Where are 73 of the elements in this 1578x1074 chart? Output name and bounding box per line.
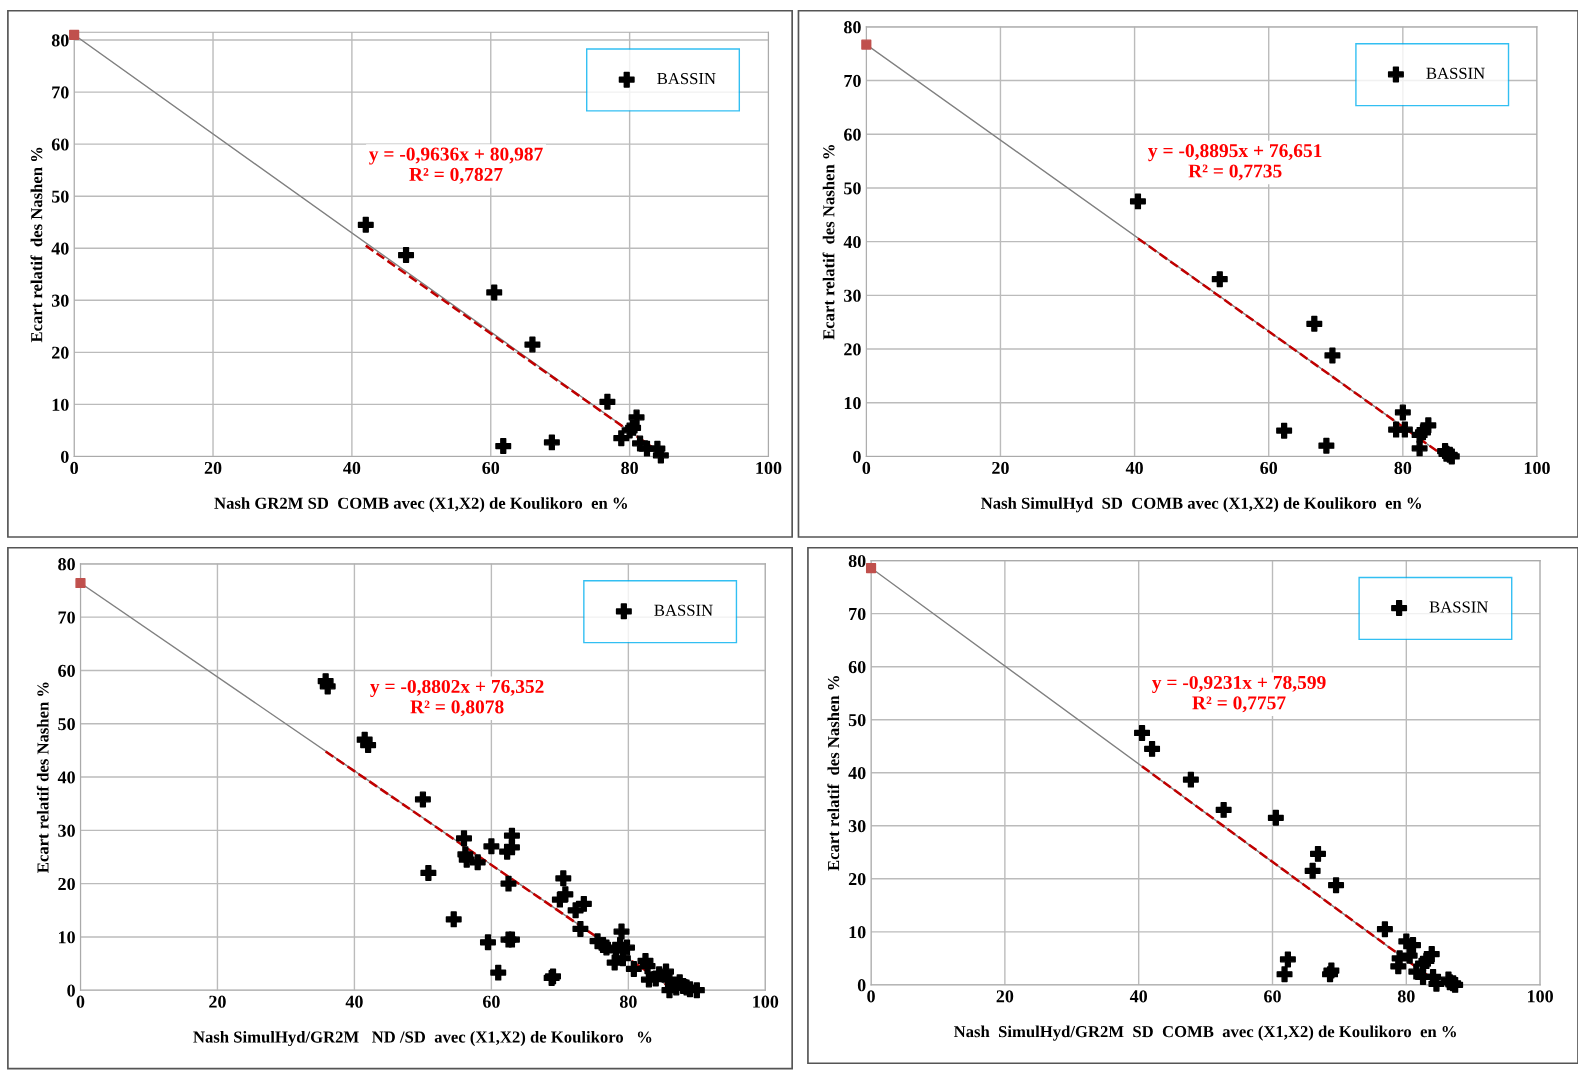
- x-tick-label: 60: [1264, 990, 1281, 1003]
- x-tick-label: 60: [1260, 461, 1278, 475]
- y-tick-label: 80: [51, 34, 69, 47]
- x-axis-title: Nash SimulHyd/GR2M SD COMB avec (X1,X2) de Koulikoro en %: [953, 1025, 1456, 1041]
- y-tick-label: 60: [58, 664, 75, 677]
- y-tick-label: 0: [60, 450, 69, 463]
- y-tick-label: 70: [849, 607, 866, 621]
- x-tick-label: 0: [76, 995, 85, 1008]
- x-tick-label: 60: [482, 995, 500, 1008]
- y-tick-label: 70: [58, 611, 75, 624]
- y-tick-label: 10: [59, 931, 75, 944]
- x-tick-label: 100: [1524, 461, 1550, 475]
- x-axis-title: Nash GR2M SD COMB avec (X1,X2) de Koulikoro en %: [214, 497, 628, 513]
- y-tick-label: 10: [844, 397, 861, 410]
- y-tick-label: 10: [849, 926, 866, 939]
- y-tick-label: 50: [51, 190, 69, 203]
- legend-label: BASSIN: [654, 604, 713, 616]
- y-tick-label: 40: [51, 242, 69, 255]
- x-tick-label: 80: [1394, 461, 1412, 475]
- y-tick-label: 0: [857, 979, 866, 992]
- legend-label: BASSIN: [1426, 67, 1485, 79]
- y-tick-label: 30: [51, 294, 69, 307]
- x-tick-label: 80: [1397, 990, 1415, 1003]
- x-tick-label: 20: [996, 990, 1014, 1003]
- y-tick-label: 30: [848, 820, 866, 833]
- y-tick-label: 20: [52, 346, 69, 359]
- y-tick-label: 60: [848, 660, 866, 674]
- x-tick-label: 20: [204, 461, 222, 475]
- legend-label: BASSIN: [1429, 601, 1489, 613]
- y-tick-label: 50: [58, 718, 75, 731]
- x-tick-label: 40: [343, 461, 361, 475]
- x-tick-label: 80: [621, 461, 638, 475]
- y-tick-label: 70: [52, 86, 69, 99]
- y-tick-label: 20: [844, 343, 861, 356]
- y-tick-label: 80: [844, 21, 861, 34]
- y-tick-label: 0: [853, 450, 861, 463]
- x-tick-label: 80: [619, 995, 637, 1008]
- x-tick-label: 0: [867, 990, 875, 1003]
- y-tick-label: 30: [58, 824, 75, 837]
- y-tick-label: 80: [58, 558, 75, 571]
- x-axis-title: Nash SimulHyd/GR2M ND /SD avec (X1,X2) de Koulikoro %: [193, 1030, 652, 1047]
- x-axis-title: Nash SimulHyd SD COMB avec (X1,X2) de Koulikoro en %: [981, 497, 1422, 513]
- y-tick-label: 40: [848, 767, 866, 780]
- y-tick-label: 70: [844, 74, 861, 87]
- legend-label: BASSIN: [657, 73, 716, 85]
- annotation: y = -0,9636x + 80,987 R² = 0,7827: [369, 147, 543, 184]
- x-tick-label: 100: [1528, 990, 1553, 1003]
- annotation: y = -0,9231x + 78,599 R² = 0,7757: [1152, 675, 1326, 713]
- y-axis-title: Ecart relatif des Nashen %: [822, 145, 835, 340]
- x-tick-label: 20: [992, 461, 1009, 475]
- annotation: y = -0,8802x + 76,352 R² = 0,8078: [370, 679, 544, 717]
- y-tick-label: 50: [844, 182, 861, 195]
- y-tick-label: 20: [58, 877, 75, 891]
- x-tick-label: 20: [209, 995, 226, 1008]
- annotation: y = -0,8895x + 76,651 R² = 0,7735: [1148, 144, 1322, 181]
- y-tick-label: 50: [848, 713, 866, 727]
- x-tick-label: 60: [482, 461, 500, 475]
- x-tick-label: 40: [345, 995, 363, 1008]
- y-axis-title: Ecart relatif des Nashen %: [30, 147, 43, 343]
- y-tick-label: 60: [844, 128, 861, 141]
- x-tick-label: 100: [753, 995, 779, 1008]
- x-tick-label: 40: [1129, 990, 1148, 1003]
- y-tick-label: 20: [848, 873, 866, 886]
- y-tick-label: 40: [843, 235, 861, 249]
- y-axis-title: Ecart relatif des Nashen %: [827, 676, 840, 871]
- y-tick-label: 60: [51, 138, 69, 151]
- x-tick-label: 100: [756, 461, 782, 475]
- y-tick-label: 40: [57, 771, 75, 784]
- x-tick-label: 40: [1125, 461, 1143, 475]
- y-axis-title: Ecart relatif des Nashen %: [36, 682, 49, 873]
- y-tick-label: 30: [844, 289, 861, 302]
- y-tick-label: 80: [848, 554, 866, 568]
- y-tick-label: 10: [52, 398, 69, 411]
